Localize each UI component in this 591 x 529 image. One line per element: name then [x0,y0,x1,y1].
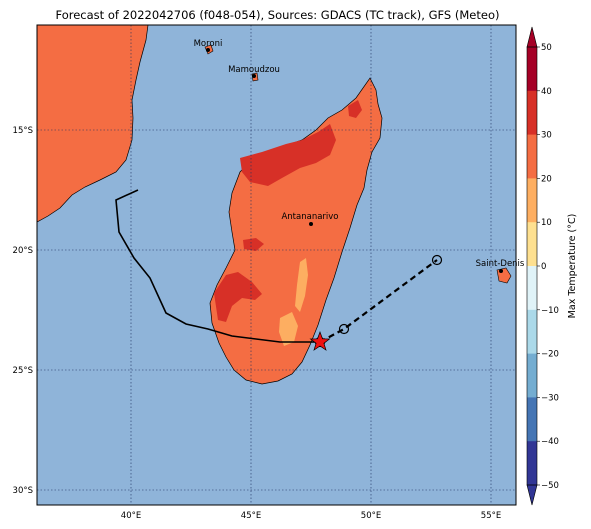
colorbar-tick-label: −20 [541,350,559,360]
map-frame [36,24,517,506]
cyclone-track-observed [115,189,320,343]
colorbar-tick-label: 30 [541,131,552,141]
colorbar-band [527,90,537,136]
longitude-labels: 40°E 45°E 50°E 55°E [121,511,501,521]
city-moroni: Moroni [194,39,223,52]
madagascar-hot-zone-north [240,124,336,186]
colorbar-label: Max Temperature (°C) [567,214,578,319]
colorbar-band [527,266,537,311]
africa-landmass [36,24,149,223]
colorbar-band [527,178,537,223]
colorbar-tick-label: 10 [541,218,552,228]
lat-label-25s: 25°S [13,366,33,376]
madagascar-warm-patch-south [279,312,298,346]
city-saint-denis: Saint-Denis [476,259,525,273]
lat-label-20s: 20°S [13,246,33,256]
city-label-saint-denis: Saint-Denis [476,259,525,269]
lon-label-55e: 55°E [481,511,501,521]
city-label-moroni: Moroni [194,39,223,49]
city-label-antananarivo: Antananarivo [281,212,338,222]
colorbar-tick-label: −50 [541,481,559,491]
track-marker-2 [338,323,350,335]
colorbar-tick-label: −30 [541,393,559,403]
colorbar-band [527,397,537,442]
madagascar-warm-patch-central [295,258,308,312]
city-mamoudzou: Mamoudzou [228,65,280,78]
city-label-mamoudzou: Mamoudzou [228,65,280,75]
cyclone-track-forecast [319,259,438,343]
lon-label-40e: 40°E [121,511,141,521]
lat-label-30s: 30°S [13,486,33,496]
colorbar-band [527,309,537,355]
colorbar-tick-label: 0 [541,262,546,272]
madagascar-hot-zone-north-small [348,100,362,118]
colorbar-tick-label: 50 [541,43,552,53]
colorbar-band [527,222,537,267]
madagascar-hot-zone-small [243,238,264,251]
lon-label-50e: 50°E [361,511,381,521]
colorbar-tick-label: 40 [541,87,552,97]
colorbar-max-arrow [526,26,538,48]
colorbar-tick-label: 20 [541,174,552,184]
gridlines [37,25,516,505]
current-position-star-icon [309,330,331,351]
colorbar-tick-label: −40 [541,437,559,447]
latitude-labels: 15°S 20°S 25°S 30°S [13,126,33,496]
madagascar-hot-zone-west [214,272,262,322]
map-title: Forecast of 2022042706 (f048-054), Sourc… [55,8,500,22]
lat-label-15s: 15°S [13,126,33,136]
colorbar-min-arrow [526,484,538,506]
colorbar: 50 40 30 20 10 0 −10 −20 −30 −40 −50 [526,26,559,506]
colorbar-band [527,441,537,486]
colorbar-band [527,134,537,179]
lon-label-45e: 45°E [241,511,261,521]
colorbar-band [527,47,537,92]
colorbar-tick-label: −10 [541,306,559,316]
city-antananarivo: Antananarivo [281,212,339,226]
track-marker-3 [431,254,443,266]
colorbar-band [527,353,537,398]
